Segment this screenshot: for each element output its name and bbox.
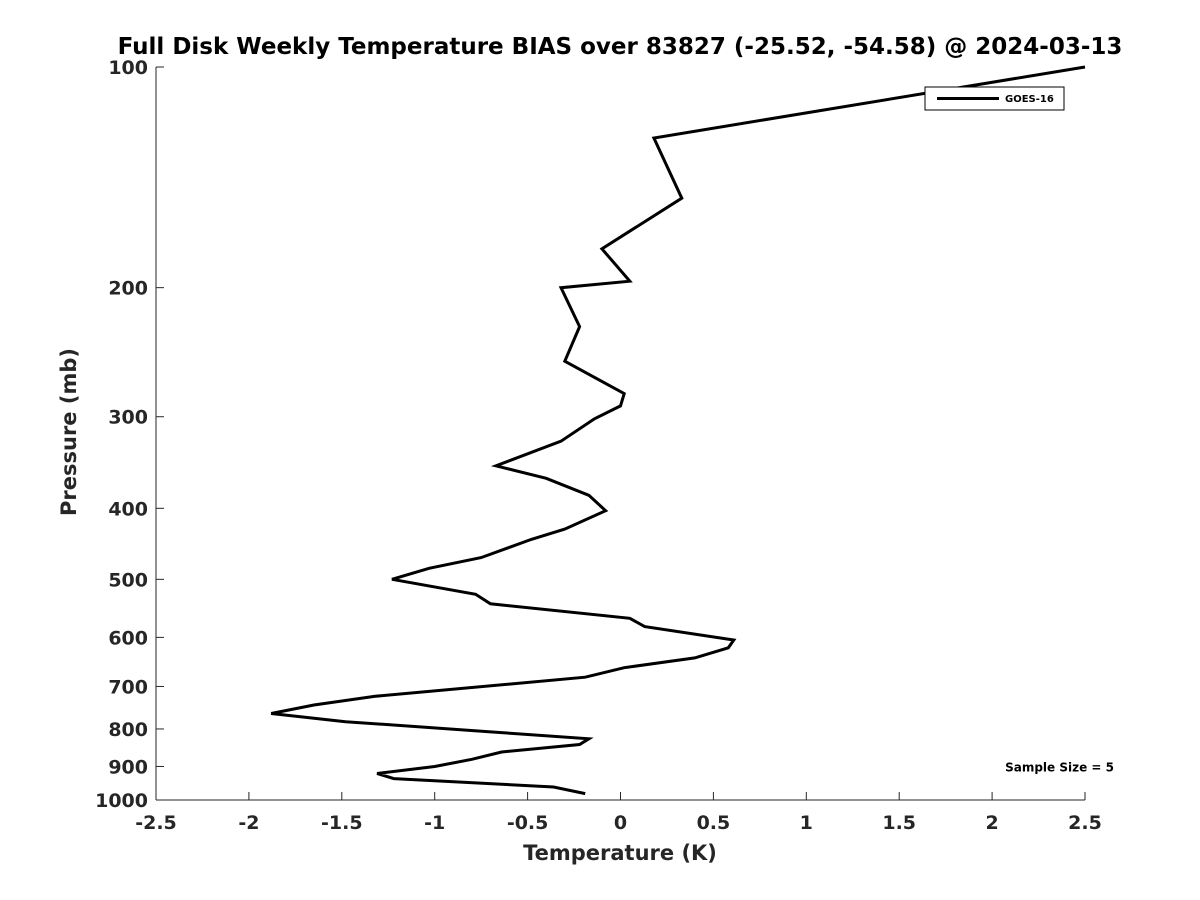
x-tick-label: 2 <box>985 812 998 834</box>
y-axis-label: Pressure (mb) <box>57 348 81 516</box>
y-tick-label: 300 <box>108 407 148 429</box>
legend: GOES-16 <box>924 86 1065 111</box>
y-tick-label: 600 <box>108 627 148 649</box>
x-tick-label: -0.5 <box>507 812 549 834</box>
y-tick-label: 400 <box>108 498 148 520</box>
y-tick-label: 900 <box>108 756 148 778</box>
x-tick-label: 2.5 <box>1068 812 1102 834</box>
x-tick-label: 1 <box>800 812 813 834</box>
x-axis: -2.5 -2 -1.5 -1 -0.5 0 0.5 1 1.5 2 2.5 <box>135 792 1102 834</box>
x-tick-label: -1.5 <box>321 812 363 834</box>
y-tick-label: 800 <box>108 719 148 741</box>
sample-size-annotation: Sample Size = 5 <box>1005 760 1114 774</box>
x-tick-label: -2.5 <box>135 812 177 834</box>
y-tick-label: 200 <box>108 278 148 300</box>
x-tick-label: 0.5 <box>697 812 731 834</box>
x-tick-label: -1 <box>424 812 445 834</box>
x-tick-label: 0 <box>614 812 627 834</box>
series-layer <box>270 65 1086 796</box>
x-tick-label: -2 <box>238 812 259 834</box>
y-tick-label: 500 <box>108 569 148 591</box>
series-line-goes-16 <box>270 65 1086 796</box>
y-tick-label: 100 <box>108 57 148 79</box>
legend-label-goes-16: GOES-16 <box>1005 94 1054 105</box>
y-tick-label: 700 <box>108 676 148 698</box>
x-axis-label: Temperature (K) <box>523 841 717 865</box>
chart-title: Full Disk Weekly Temperature BIAS over 8… <box>118 34 1123 60</box>
x-tick-label: 1.5 <box>882 812 916 834</box>
y-axis: 100 200 300 400 500 600 700 800 900 1000 <box>95 57 164 812</box>
y-tick-label: 1000 <box>95 790 148 812</box>
